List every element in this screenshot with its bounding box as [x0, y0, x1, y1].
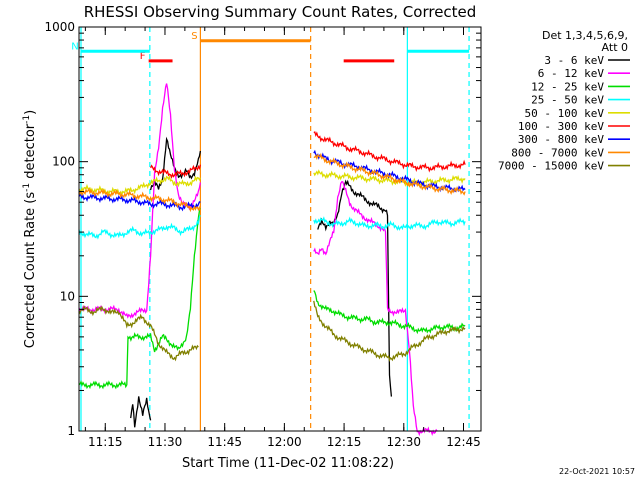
- x-tick-label-3: 12:00: [267, 435, 302, 449]
- legend-label-5: 100 - 300 keV: [518, 120, 604, 133]
- x-tick-label-0: 11:15: [88, 435, 123, 449]
- series-3-segment-0: [78, 214, 201, 240]
- flags-layer: F N S: [71, 31, 470, 63]
- series-4-segment-0: [78, 174, 201, 197]
- x-tick-label-5: 12:30: [386, 435, 421, 449]
- y-axis-label-main: Corrected Count Rate (s: [23, 192, 38, 349]
- y-axis-label: Corrected Count Rate (s-1 detector-1): [22, 110, 38, 348]
- y-axis-label-sup1: -1: [22, 183, 32, 192]
- y-axis-label-mid: detector: [23, 123, 38, 183]
- y-tick-label-3: 1000: [44, 20, 75, 34]
- series-2-segment-1: [313, 290, 466, 335]
- legend-header-line-1: Det 1,3,4,5,6,9,: [542, 29, 628, 42]
- plot-area: F N S: [71, 27, 470, 437]
- legend-label-2: 12 - 25 keV: [531, 80, 604, 93]
- series-5-segment-0: [150, 164, 202, 180]
- footer-timestamp: 22-Oct-2021 10:57: [559, 467, 635, 476]
- series-0-segment-2: [317, 179, 393, 397]
- y-tick-label-2: 100: [52, 155, 75, 169]
- chart-title: RHESSI Observing Summary Count Rates, Co…: [84, 3, 477, 21]
- series-1-segment-1: [313, 181, 438, 437]
- y-tick-label-0: 1: [67, 424, 75, 438]
- series-3-segment-1: [313, 216, 466, 231]
- series-0-segment-0: [130, 396, 152, 428]
- y-tick-label-1: 10: [60, 289, 75, 303]
- vlines-layer: [80, 27, 470, 431]
- series-layer: [78, 83, 466, 437]
- y-axis-label-sup2: -1: [22, 115, 32, 124]
- series-7-segment-1: [313, 152, 466, 196]
- x-tick-label-2: 11:45: [207, 435, 242, 449]
- x-tick-label-6: 12:45: [446, 435, 481, 449]
- flag-label-1: N: [71, 41, 78, 52]
- series-4-segment-1: [313, 169, 466, 187]
- legend-label-6: 300 - 800 keV: [518, 133, 604, 146]
- series-2-segment-0: [78, 208, 202, 390]
- legend-label-1: 6 - 12 keV: [538, 67, 605, 80]
- series-8-segment-0: [78, 304, 199, 362]
- flag-label-0: F: [140, 51, 146, 62]
- y-axis-label-end: ): [23, 110, 38, 115]
- plot-frame: [78, 26, 482, 432]
- axis-ticks: 11:15 11:30 11:45 12:00 12:15 12:30 12:45 1 10 10…: [44, 20, 481, 449]
- legend-label-0: 3 - 6 keV: [544, 54, 604, 67]
- legend-label-3: 25 - 50 keV: [531, 94, 604, 107]
- flag-label-3: S: [191, 31, 197, 42]
- x-tick-label-1: 11:30: [148, 435, 183, 449]
- legend-label-8: 7000 - 15000 keV: [498, 160, 604, 173]
- series-8-segment-1: [313, 300, 466, 362]
- legend-label-7: 800 - 7000 keV: [511, 146, 604, 159]
- legend-header-line-2: Att 0: [602, 41, 628, 54]
- legend-label-4: 50 - 100 keV: [525, 107, 605, 120]
- x-tick-label-4: 12:15: [327, 435, 362, 449]
- series-6-segment-0: [78, 193, 201, 212]
- series-7-segment-0: [78, 187, 202, 213]
- x-axis-label: Start Time (11-Dec-02 11:08:22): [182, 456, 394, 471]
- series-5-segment-1: [313, 131, 466, 173]
- series-0-segment-1: [149, 136, 202, 191]
